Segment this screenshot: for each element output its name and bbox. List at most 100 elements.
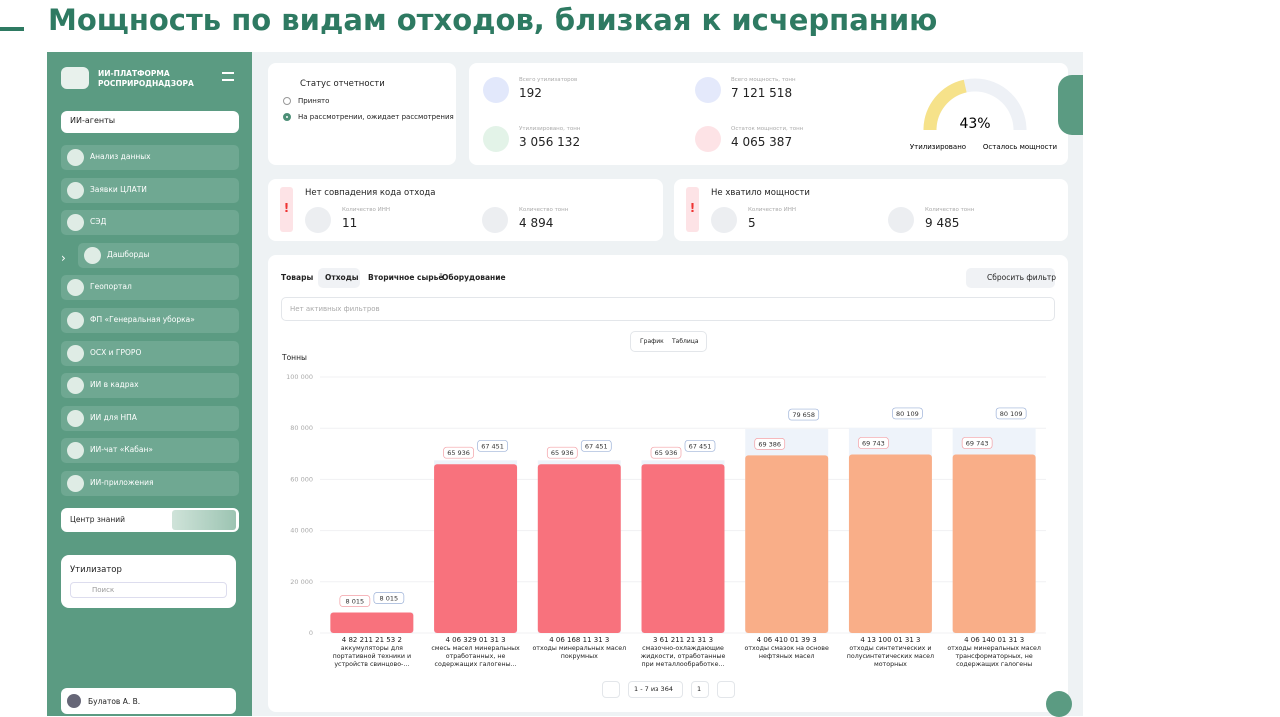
category-description: смесь масел минеральных отработанных, не…	[431, 645, 520, 668]
stat-icon	[695, 77, 721, 103]
search-placeholder: Поиск	[92, 586, 115, 594]
slide-title: Мощность по видам отходов, близкая к исч…	[48, 3, 938, 37]
refresh-btn[interactable]	[1046, 691, 1072, 717]
menu-label: ИИ-приложения	[90, 478, 154, 487]
x-tick-label: 4 82 211 21 53 2	[341, 636, 402, 644]
tab[interactable]: Товары	[281, 273, 314, 282]
view-option[interactable]: Таблица	[672, 338, 699, 345]
stat-label: Утилизировано, тонн	[519, 126, 581, 132]
utilizer-title: Утилизатор	[70, 565, 122, 575]
menu-label: Дашборды	[107, 249, 150, 259]
agents-dropdown[interactable]	[61, 111, 239, 133]
search-box[interactable]	[70, 582, 227, 598]
stat-value: 3 056 132	[519, 135, 581, 149]
alert-icon	[305, 207, 331, 233]
tab[interactable]: Вторичное сырьё	[368, 273, 444, 282]
menu-item[interactable]	[61, 210, 239, 236]
pager-page: 1	[697, 685, 702, 693]
menu-item[interactable]	[61, 405, 239, 431]
menu-icon	[67, 312, 84, 329]
tab-active	[318, 268, 360, 288]
reset-label: Сбросить фильтр	[987, 273, 1057, 282]
brand-logo	[61, 67, 89, 89]
utilizer-card	[61, 555, 236, 608]
menu-label: ФП «Генеральная уборка»	[90, 315, 195, 324]
side-tab[interactable]	[1058, 75, 1083, 135]
view-toggle	[630, 331, 707, 352]
x-tick-label: 4 06 329 01 31 3	[445, 636, 506, 644]
menu-label: СЭД	[90, 217, 107, 227]
menu-item[interactable]	[61, 177, 239, 203]
menu-item[interactable]	[61, 275, 239, 301]
stat-label: Всего мощность, тонн	[731, 77, 796, 83]
alert-card	[674, 179, 1068, 241]
pager-prev[interactable]	[602, 681, 620, 698]
pager-next[interactable]	[717, 681, 735, 698]
menu-item[interactable]	[61, 308, 239, 333]
menu-item[interactable]	[78, 242, 239, 268]
menu-label: ИИ для НПА	[90, 412, 137, 422]
category-description: отходы синтетических и полусинтетических…	[846, 645, 935, 668]
alert-card	[268, 179, 663, 241]
radio[interactable]	[283, 113, 291, 121]
x-tick-label: 4 06 168 11 31 3	[549, 636, 610, 644]
menu-item[interactable]	[61, 145, 239, 170]
category-description: отходы смазок на основе нефтяных масел	[744, 645, 829, 660]
menu-icon	[67, 377, 84, 395]
user-card[interactable]	[61, 688, 236, 714]
menu-label: ОСХ и ГРОРО	[90, 347, 142, 357]
alert-item-label: Количество тонн	[925, 207, 975, 213]
category-description: отходы минеральных масел трансформаторны…	[947, 645, 1041, 668]
radio[interactable]	[283, 97, 291, 105]
menu-item[interactable]	[61, 340, 239, 366]
alert-title: Не хватило мощности	[711, 188, 810, 198]
menu-icon	[67, 214, 84, 232]
tab[interactable]: Оборудование	[442, 273, 506, 282]
menu-icon	[67, 181, 84, 199]
y-label: Тонны	[282, 353, 307, 362]
stat-icon	[483, 126, 509, 152]
alert-flag: !	[280, 187, 293, 232]
filter-box[interactable]	[281, 297, 1055, 321]
menu-label: Анализ данных	[90, 152, 151, 161]
status-title: Статус отчетности	[300, 79, 385, 89]
menu-icon	[84, 246, 101, 264]
book-illustration	[172, 510, 236, 530]
reset-btn[interactable]	[966, 268, 1055, 288]
stat-label: Остаток мощности, тонн	[731, 126, 804, 132]
category-description: смазочно-охлаждающие жидкости, отработан…	[640, 645, 726, 668]
menu-item[interactable]	[61, 438, 239, 464]
pager-range: 1 - 7 из 364	[634, 685, 673, 693]
stat-value: 4 065 387	[731, 135, 793, 149]
alert-flag: !	[686, 187, 699, 232]
alert-icon	[888, 207, 914, 233]
stat-label: Всего утилизаторов	[519, 77, 578, 83]
menu-item[interactable]	[61, 471, 239, 496]
menu-label: ИИ в кадрах	[90, 380, 139, 390]
x-tick-label: 3 61 211 21 31 3	[652, 636, 714, 644]
menu-item[interactable]	[61, 373, 239, 399]
view-option[interactable]: График	[640, 338, 664, 345]
menu-label: Геопортал	[90, 282, 132, 292]
status-option: Принято	[298, 97, 330, 105]
menu-icon	[67, 344, 84, 362]
category-description: отходы минеральных масел покрумных	[532, 645, 627, 660]
menu-label: ИИ-чат «Кабан»	[90, 445, 153, 455]
pager-range-box	[628, 681, 683, 698]
alert-item-value: 5	[748, 216, 756, 230]
menu-icon	[67, 149, 84, 166]
category-description: аккумуляторы для портативной техники и у…	[332, 645, 412, 668]
stat-icon	[483, 77, 509, 103]
menu-icon	[67, 442, 84, 460]
agents-label: ИИ-агенты	[70, 116, 116, 125]
menu-toggle[interactable]	[222, 72, 234, 81]
tab[interactable]: Отходы	[325, 273, 359, 282]
brand: ИИ-ПЛАТФОРМА РОСПРИРОДНАДЗОРА	[98, 69, 194, 88]
pager-page-box[interactable]	[691, 681, 709, 698]
status-option: На рассмотрении, ожидает рассмотрения	[298, 113, 454, 121]
menu-icon	[67, 409, 84, 427]
alert-item-value: 9 485	[925, 216, 960, 230]
stat-value: 192	[519, 86, 542, 100]
